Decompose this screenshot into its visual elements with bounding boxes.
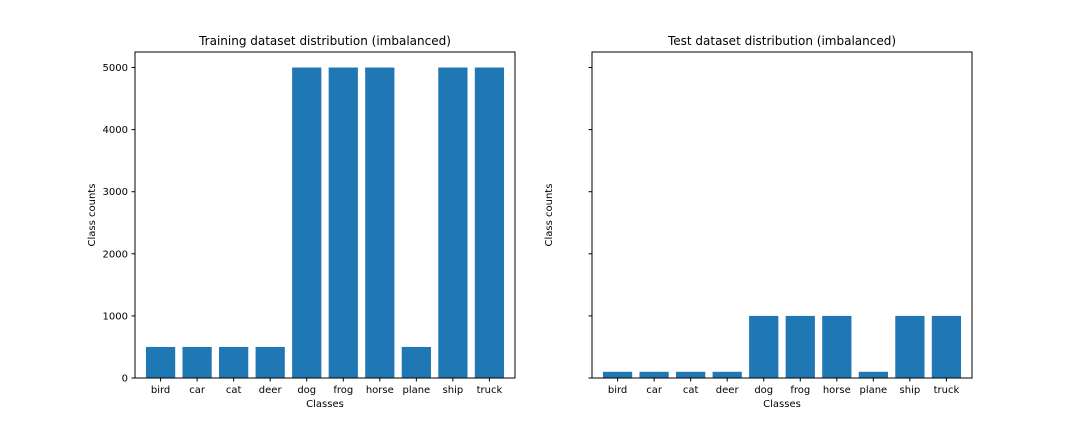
y-tick-label-training-5000: 5000 (103, 63, 128, 74)
x-tick-label-training-bird: bird (151, 385, 170, 396)
y-tick-label-training-3000: 3000 (103, 187, 128, 198)
bar-training-car (182, 346, 212, 378)
x-tick-label-test-frog: frog (790, 385, 810, 396)
bar-test-bird (602, 371, 633, 378)
y-tick-label-training-0: 0 (122, 374, 128, 385)
bar-test-truck (931, 315, 962, 378)
bar-training-dog (292, 67, 322, 379)
bar-test-ship (895, 315, 925, 378)
y-ticks-training: 0 1000 2000 3000 4000 5000 (103, 63, 135, 385)
x-tick-label-training-deer: deer (259, 385, 283, 396)
x-tick-label-test-plane: plane (859, 385, 887, 396)
chart-title-test: Test dataset distribution (imbalanced) (667, 34, 896, 48)
x-ticks-test: bird car cat deer dog frog horse plane ship truck (608, 378, 960, 396)
x-tick-label-test-truck: truck (934, 385, 960, 396)
y-axis-label-training: Class counts (87, 184, 98, 247)
bars-test (602, 315, 962, 378)
x-tick-label-test-deer: deer (716, 385, 740, 396)
axes-frame-training (134, 51, 516, 379)
bar-test-frog (785, 315, 815, 378)
bar-training-horse (365, 67, 395, 379)
y-tick-label-training-1000: 1000 (103, 311, 128, 322)
x-tick-label-test-dog: dog (754, 385, 773, 396)
x-tick-label-test-horse: horse (823, 385, 851, 396)
bar-test-dog (749, 315, 779, 378)
bar-training-truck (474, 67, 505, 379)
x-tick-label-training-dog: dog (297, 385, 316, 396)
bar-test-cat (676, 371, 706, 378)
bar-test-plane (858, 371, 888, 378)
bar-training-bird (145, 346, 176, 378)
x-tick-label-training-frog: frog (333, 385, 353, 396)
bar-training-cat (219, 346, 249, 378)
bar-test-car (639, 371, 669, 378)
x-tick-label-test-bird: bird (608, 385, 627, 396)
y-ticks-test (588, 67, 592, 379)
x-tick-label-training-truck: truck (477, 385, 503, 396)
y-tick-label-training-4000: 4000 (103, 125, 128, 136)
x-tick-label-test-ship: ship (900, 385, 921, 396)
x-tick-label-training-plane: plane (402, 385, 430, 396)
bar-training-ship (438, 67, 468, 379)
x-tick-label-test-cat: cat (683, 385, 699, 396)
bar-training-deer (255, 346, 285, 378)
x-axis-label-test: Classes (763, 399, 801, 410)
chart-training: bird car cat deer dog frog horse plane ship truck… (87, 34, 516, 410)
axes-frame-test (591, 51, 973, 379)
x-axis-label-training: Classes (306, 399, 344, 410)
bars-training (145, 67, 505, 379)
y-tick-label-training-2000: 2000 (103, 249, 128, 260)
bar-training-plane (401, 346, 431, 378)
y-axis-label-test: Class counts (544, 184, 555, 247)
chart-test: bird car cat deer dog frog horse plane ship truck… (544, 34, 973, 410)
x-tick-label-training-horse: horse (366, 385, 394, 396)
bar-training-frog (328, 67, 358, 379)
x-tick-label-training-car: car (189, 385, 206, 396)
x-tick-label-training-cat: cat (226, 385, 242, 396)
x-tick-label-training-ship: ship (443, 385, 464, 396)
x-ticks-training: bird car cat deer dog frog horse plane ship truck (151, 378, 503, 396)
bar-test-deer (712, 371, 742, 378)
chart-title-training: Training dataset distribution (imbalance… (198, 34, 451, 48)
x-tick-label-test-car: car (646, 385, 663, 396)
bar-test-horse (822, 315, 852, 378)
